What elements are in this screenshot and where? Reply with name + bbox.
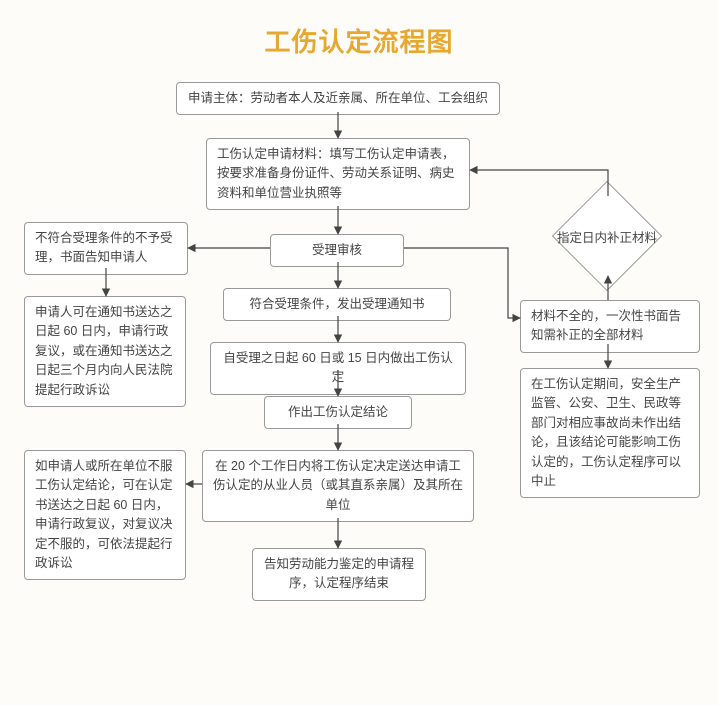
diamond-label: 指定日内补正材料 [542,196,672,276]
node-suspend: 在工伤认定期间，安全生产监管、公安、卫生、民政等部门对相应事故尚未作出结论，且该… [520,368,700,498]
node-end: 告知劳动能力鉴定的申请程序，认定程序结束 [252,548,426,601]
node-reconsider-2: 如申请人或所在单位不服工伤认定结论，可在认定书送达之日起 60 日内，申请行政复… [24,450,186,580]
node-deadline: 自受理之日起 60 日或 15 日内做出工伤认定 [210,342,466,395]
node-reconsider-1: 申请人可在通知书送达之日起 60 日内，申请行政复议，或在通知书送达之日起三个月… [24,296,186,407]
node-deliver: 在 20 个工作日内将工伤认定决定送达申请工伤认定的从业人员（或其直系亲属）及其… [202,450,474,522]
page-title: 工伤认定流程图 [0,22,718,59]
node-materials: 工伤认定申请材料：填写工伤认定申请表，按要求准备身份证件、劳动关系证明、病史资料… [206,138,470,210]
node-conclusion: 作出工伤认定结论 [264,396,412,429]
node-applicant: 申请主体：劳动者本人及近亲属、所在单位、工会组织 [176,82,500,115]
node-reject: 不符合受理条件的不予受理，书面告知申请人 [24,222,188,275]
node-review: 受理审核 [270,234,404,267]
node-accept-notice: 符合受理条件，发出受理通知书 [223,288,451,321]
node-supplement-notify: 材料不全的，一次性书面告知需补正的全部材料 [520,300,700,353]
node-supplement-decision: 指定日内补正材料 [542,196,672,276]
